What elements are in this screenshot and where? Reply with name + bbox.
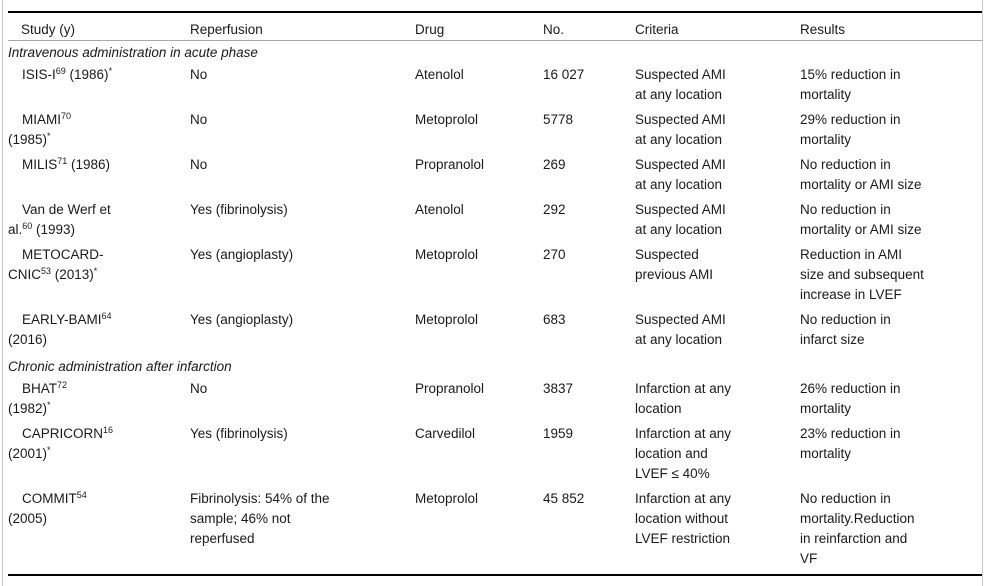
reperfusion-cell: Yes (angioplasty) [190,312,294,327]
reperfusion-cell: Yes (fibrinolysis) [190,202,288,217]
results-cell: 23% reduction in mortality [800,426,901,461]
reperfusion-cell: No [190,381,208,396]
criteria-cell: Suspected AMI at any location [635,312,726,347]
reperfusion-cell: No [190,112,208,127]
reperfusion-cell: No [190,157,208,172]
table-row: COMMIT54 (2005) Fibrinolysis: 54% of the s… [8,489,982,575]
reference-superscript: 54 [76,490,87,500]
table-row: CAPRICORN16 (2001)* Yes (fibrinolysis) Carv… [8,424,982,489]
section-title: Chronic administration after infarction [8,359,232,374]
reference-superscript: * [47,131,51,141]
reference-superscript: * [47,400,51,410]
study-cell: BHAT72 (1982)* [8,380,68,417]
reference-superscript: 60 [22,221,33,231]
table-row: METOCARD- CNIC53 (2013)* Yes (angioplasty)… [8,245,982,310]
criteria-cell: Suspected AMI at any location [635,112,726,147]
column-header-criteria: Criteria [635,12,800,41]
reference-superscript: * [108,66,113,76]
criteria-cell: Suspected previous AMI [635,247,714,282]
reference-superscript: 71 [57,156,68,166]
reference-superscript: 70 [61,111,72,121]
drug-cell: Atenolol [415,202,464,217]
study-cell: COMMIT54 (2005) [8,490,87,527]
criteria-cell: Suspected AMI at any location [635,67,726,102]
study-cell: ISIS-I69 (1986)* [22,66,113,83]
reference-superscript: * [93,266,98,276]
section-row: Chronic administration after infarction [8,355,982,379]
table-row: Van de Werf et al.60 (1993) Yes (fibrinoly… [8,200,982,245]
table-header-row: Study (y) Reperfusion Drug No. Criteria … [8,12,982,41]
section-row: Intravenous administration in acute phas… [8,41,982,66]
patient-count-cell: 683 [543,312,566,327]
column-header-reperfusion: Reperfusion [190,12,415,41]
column-header-no: No. [543,12,635,41]
drug-cell: Carvedilol [415,426,476,441]
table-body: Intravenous administration in acute phas… [8,41,982,576]
criteria-cell: Suspected AMI at any location [635,157,726,192]
results-cell: 15% reduction in mortality [800,67,901,102]
reference-superscript: 64 [101,311,112,321]
criteria-cell: Infarction at any location without LVEF … [635,491,732,546]
patient-count-cell: 5778 [543,112,574,127]
reperfusion-cell: No [190,67,208,82]
drug-cell: Metoprolol [415,312,479,327]
reference-superscript: 72 [57,380,68,390]
drug-cell: Propranolol [415,381,485,396]
table-row: MIAMI70 (1985)* No Metoprolol 5778 Suspected … [8,110,982,155]
study-cell: Van de Werf et al.60 (1993) [8,202,111,237]
table-row: MILIS71 (1986) No Propranolol 269 Suspected … [8,155,982,200]
drug-cell: Atenolol [415,67,464,82]
reperfusion-cell: Yes (angioplasty) [190,247,294,262]
reference-superscript: 16 [103,425,114,435]
criteria-cell: Infarction at any location [635,381,732,416]
column-header-study: Study (y) [8,12,190,41]
study-cell: MILIS71 (1986) [22,156,111,173]
table-row: BHAT72 (1982)* No Propranolol 3837 Infarction… [8,379,982,424]
column-header-drug: Drug [415,12,543,41]
column-header-results: Results [800,12,982,41]
patient-count-cell: 292 [543,202,566,217]
results-cell: No reduction in mortality.Reduction in r… [800,491,915,566]
patient-count-cell: 270 [543,247,566,262]
criteria-cell: Infarction at any location and LVEF ≤ 40… [635,426,732,481]
reference-superscript: * [47,445,51,455]
reference-superscript: 69 [55,66,66,76]
results-cell: No reduction in mortality or AMI size [800,157,922,192]
study-cell: EARLY-BAMI64 (2016) [8,311,112,348]
results-cell: 26% reduction in mortality [800,381,901,416]
patient-count-cell: 45 852 [543,491,585,506]
patient-count-cell: 3837 [543,381,574,396]
results-cell: No reduction in mortality or AMI size [800,202,922,237]
drug-cell: Metoprolol [415,247,479,262]
patient-count-cell: 269 [543,157,566,172]
results-cell: No reduction in infarct size [800,312,891,347]
study-cell: CAPRICORN16 (2001)* [8,425,114,462]
drug-cell: Metoprolol [415,491,479,506]
criteria-cell: Suspected AMI at any location [635,202,726,237]
drug-cell: Propranolol [415,157,485,172]
results-cell: Reduction in AMI size and subsequent inc… [800,247,924,302]
beta-blocker-trials-table: Study (y) Reperfusion Drug No. Criteria … [8,11,982,576]
study-cell: METOCARD- CNIC53 (2013)* [8,247,104,282]
table-row: ISIS-I69 (1986)* No Atenolol 16 027 Suspecte… [8,65,982,110]
section-title: Intravenous administration in acute phas… [8,45,258,60]
reference-superscript: 53 [41,266,52,276]
patient-count-cell: 16 027 [543,67,585,82]
drug-cell: Metoprolol [415,112,479,127]
patient-count-cell: 1959 [543,426,574,441]
study-cell: MIAMI70 (1985)* [8,111,72,148]
table-row: EARLY-BAMI64 (2016) Yes (angioplasty) Metop… [8,310,982,355]
reperfusion-cell: Fibrinolysis: 54% of the sample; 46% not… [190,491,330,546]
reperfusion-cell: Yes (fibrinolysis) [190,426,288,441]
results-cell: 29% reduction in mortality [800,112,901,147]
